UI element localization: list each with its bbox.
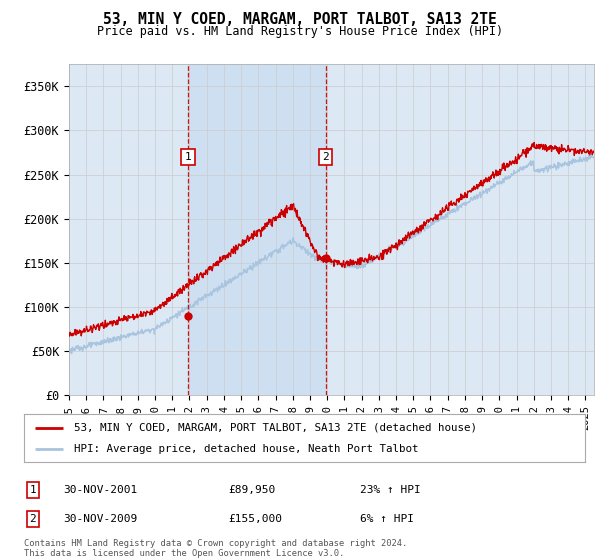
Text: 53, MIN Y COED, MARGAM, PORT TALBOT, SA13 2TE (detached house): 53, MIN Y COED, MARGAM, PORT TALBOT, SA1… <box>74 423 478 433</box>
Text: 1: 1 <box>185 152 191 162</box>
Text: £155,000: £155,000 <box>228 514 282 524</box>
Text: 53, MIN Y COED, MARGAM, PORT TALBOT, SA13 2TE: 53, MIN Y COED, MARGAM, PORT TALBOT, SA1… <box>103 12 497 27</box>
Text: 2: 2 <box>29 514 37 524</box>
Text: 1: 1 <box>29 485 37 495</box>
Text: 6% ↑ HPI: 6% ↑ HPI <box>360 514 414 524</box>
Text: 23% ↑ HPI: 23% ↑ HPI <box>360 485 421 495</box>
Text: HPI: Average price, detached house, Neath Port Talbot: HPI: Average price, detached house, Neat… <box>74 444 419 454</box>
Text: 30-NOV-2009: 30-NOV-2009 <box>63 514 137 524</box>
Bar <box>188 64 326 395</box>
Text: 2: 2 <box>322 152 329 162</box>
Text: Contains HM Land Registry data © Crown copyright and database right 2024.
This d: Contains HM Land Registry data © Crown c… <box>24 539 407 558</box>
Text: Price paid vs. HM Land Registry's House Price Index (HPI): Price paid vs. HM Land Registry's House … <box>97 25 503 38</box>
Text: £89,950: £89,950 <box>228 485 275 495</box>
Text: 30-NOV-2001: 30-NOV-2001 <box>63 485 137 495</box>
